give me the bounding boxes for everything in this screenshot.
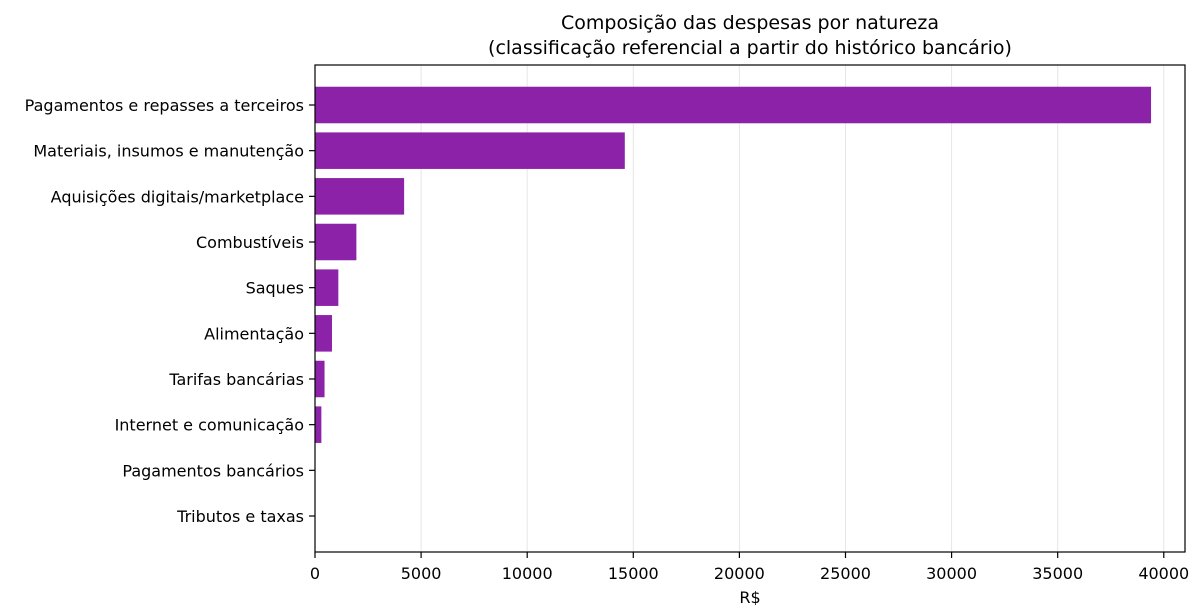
bar bbox=[315, 269, 339, 306]
y-tick-label: Alimentação bbox=[204, 324, 304, 343]
x-tick-label: 35000 bbox=[1032, 564, 1083, 583]
chart-title: Composição das despesas por natureza bbox=[561, 12, 939, 34]
y-tick-label: Saques bbox=[246, 279, 304, 298]
x-axis-label: R$ bbox=[739, 588, 760, 605]
x-tick-label: 15000 bbox=[608, 564, 659, 583]
x-tick-label: 5000 bbox=[401, 564, 442, 583]
value-axis: 0 5000 10000 15000 20000 25000 30000 35000 40000 bbox=[310, 552, 1189, 583]
x-tick-label: 25000 bbox=[820, 564, 871, 583]
y-tick-label: Pagamentos bancários bbox=[122, 461, 304, 480]
y-tick-label: Tributos e taxas bbox=[176, 507, 304, 526]
x-tick-label: 40000 bbox=[1138, 564, 1189, 583]
y-tick-label: Aquisições digitais/marketplace bbox=[51, 187, 304, 206]
y-tick-label: Pagamentos e repasses a terceiros bbox=[25, 96, 304, 115]
category-axis: Pagamentos e repasses a terceiros Materia… bbox=[25, 96, 315, 526]
bar bbox=[315, 178, 405, 215]
bar bbox=[315, 86, 1152, 124]
y-tick-label: Internet e comunicação bbox=[115, 416, 304, 435]
y-tick-label: Combustíveis bbox=[196, 233, 304, 252]
bar bbox=[315, 223, 357, 261]
chart-subtitle: (classificação referencial a partir do h… bbox=[488, 37, 1012, 59]
plot-frame bbox=[314, 64, 1186, 553]
bar bbox=[315, 406, 322, 443]
bar bbox=[315, 315, 332, 352]
bar bbox=[315, 360, 325, 398]
x-tick-label: 20000 bbox=[714, 564, 765, 583]
x-tick-label: 0 bbox=[310, 564, 320, 583]
bars bbox=[315, 86, 1152, 443]
x-tick-label: 10000 bbox=[502, 564, 553, 583]
bar bbox=[315, 132, 625, 169]
y-tick-label: Tarifas bancárias bbox=[168, 370, 304, 389]
x-tick-label: 30000 bbox=[926, 564, 977, 583]
y-tick-label: Materiais, insumos e manutenção bbox=[33, 142, 304, 161]
